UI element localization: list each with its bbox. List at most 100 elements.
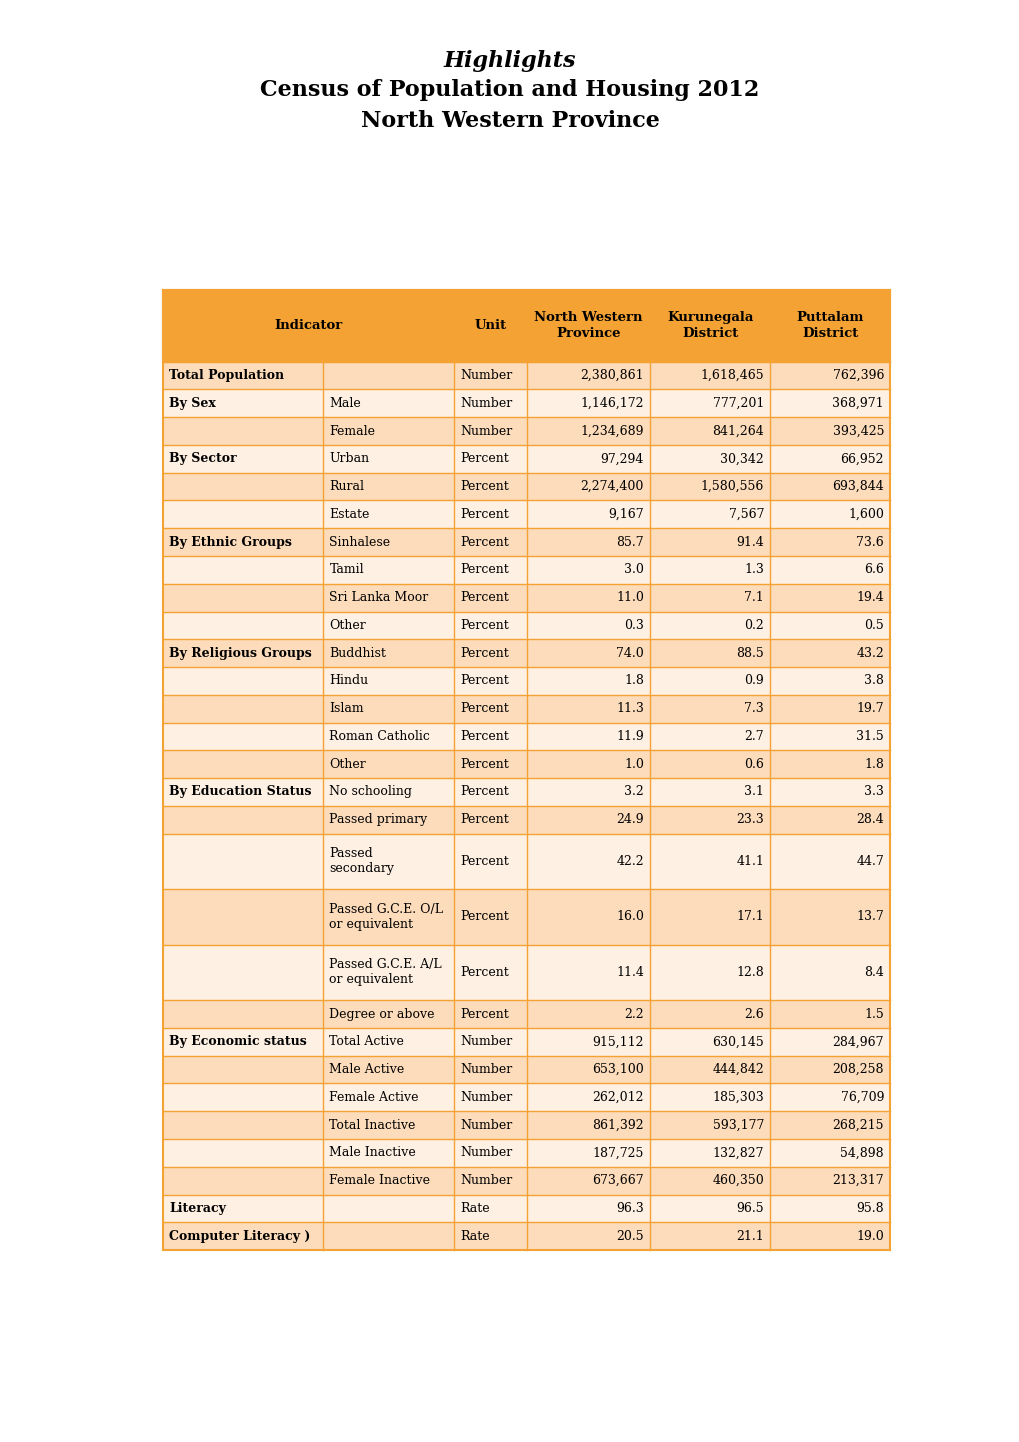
- Text: 31.5: 31.5: [855, 730, 883, 743]
- Text: 42.2: 42.2: [615, 855, 643, 868]
- Text: Percent: Percent: [460, 1008, 508, 1021]
- Text: 19.7: 19.7: [856, 702, 883, 715]
- Text: Percent: Percent: [460, 757, 508, 770]
- Text: Indicator: Indicator: [274, 319, 342, 332]
- Text: 97,294: 97,294: [600, 453, 643, 466]
- Text: Rural: Rural: [329, 480, 364, 493]
- Bar: [163, 833, 890, 890]
- Text: Percent: Percent: [460, 730, 508, 743]
- Text: 393,425: 393,425: [832, 424, 883, 437]
- Text: Percent: Percent: [460, 855, 508, 868]
- Text: Female: Female: [329, 424, 375, 437]
- Bar: [163, 1083, 890, 1112]
- Bar: [163, 779, 890, 806]
- Text: 1,580,556: 1,580,556: [700, 480, 763, 493]
- Text: By Ethnic Groups: By Ethnic Groups: [169, 535, 292, 548]
- Text: 2.7: 2.7: [744, 730, 763, 743]
- Text: 132,827: 132,827: [712, 1146, 763, 1159]
- Text: By Sex: By Sex: [169, 397, 216, 410]
- Text: Number: Number: [460, 369, 513, 382]
- Bar: [163, 1194, 890, 1223]
- Text: 11.0: 11.0: [615, 591, 643, 604]
- Text: 1.5: 1.5: [863, 1008, 883, 1021]
- Text: 74.0: 74.0: [615, 646, 643, 659]
- Text: 0.3: 0.3: [624, 619, 643, 632]
- Text: 6.6: 6.6: [863, 564, 883, 577]
- Text: 0.9: 0.9: [744, 675, 763, 688]
- Text: 762,396: 762,396: [832, 369, 883, 382]
- Text: Female Inactive: Female Inactive: [329, 1174, 430, 1187]
- Text: 460,350: 460,350: [711, 1174, 763, 1187]
- Text: Sri Lanka Moor: Sri Lanka Moor: [329, 591, 428, 604]
- Text: 24.9: 24.9: [615, 813, 643, 826]
- Text: 20.5: 20.5: [615, 1230, 643, 1243]
- Bar: [163, 890, 890, 945]
- Bar: [163, 668, 890, 695]
- Text: 43.2: 43.2: [855, 646, 883, 659]
- Text: 88.5: 88.5: [736, 646, 763, 659]
- Text: 1.0: 1.0: [624, 757, 643, 770]
- Text: 213,317: 213,317: [832, 1174, 883, 1187]
- Text: Percent: Percent: [460, 535, 508, 548]
- Text: Male Inactive: Male Inactive: [329, 1146, 416, 1159]
- Text: 11.3: 11.3: [615, 702, 643, 715]
- Text: Female Active: Female Active: [329, 1092, 419, 1105]
- Text: 73.6: 73.6: [855, 535, 883, 548]
- Text: Census of Population and Housing 2012: Census of Population and Housing 2012: [260, 79, 759, 101]
- Text: Rate: Rate: [460, 1230, 489, 1243]
- Text: Puttalam
District: Puttalam District: [796, 311, 863, 340]
- Bar: [163, 1028, 890, 1056]
- Text: Passed
secondary: Passed secondary: [329, 848, 394, 875]
- Text: 2.6: 2.6: [744, 1008, 763, 1021]
- Text: 28.4: 28.4: [855, 813, 883, 826]
- Text: 1,146,172: 1,146,172: [580, 397, 643, 410]
- Bar: [163, 1112, 890, 1139]
- Text: 54,898: 54,898: [840, 1146, 883, 1159]
- Text: 30,342: 30,342: [719, 453, 763, 466]
- Text: 16.0: 16.0: [615, 910, 643, 923]
- Bar: [163, 1056, 890, 1083]
- Text: 3.2: 3.2: [624, 786, 643, 799]
- Text: 11.4: 11.4: [615, 966, 643, 979]
- Text: Number: Number: [460, 1119, 513, 1132]
- Bar: [163, 806, 890, 833]
- Text: 3.8: 3.8: [863, 675, 883, 688]
- Text: Number: Number: [460, 1174, 513, 1187]
- Text: Other: Other: [329, 757, 366, 770]
- Text: Percent: Percent: [460, 508, 508, 521]
- Text: By Economic status: By Economic status: [169, 1035, 307, 1048]
- Text: 777,201: 777,201: [712, 397, 763, 410]
- Bar: [163, 290, 890, 362]
- Text: Male Active: Male Active: [329, 1063, 405, 1076]
- Text: By Education Status: By Education Status: [169, 786, 312, 799]
- Text: 19.4: 19.4: [855, 591, 883, 604]
- Bar: [163, 500, 890, 528]
- Text: 19.0: 19.0: [855, 1230, 883, 1243]
- Text: 3.1: 3.1: [744, 786, 763, 799]
- Text: 23.3: 23.3: [736, 813, 763, 826]
- Text: 185,303: 185,303: [711, 1092, 763, 1105]
- Text: Percent: Percent: [460, 675, 508, 688]
- Text: 7.3: 7.3: [744, 702, 763, 715]
- Text: 96.5: 96.5: [736, 1203, 763, 1216]
- Text: 1,600: 1,600: [848, 508, 883, 521]
- Text: North Western
Province: North Western Province: [534, 311, 642, 340]
- Text: 2,274,400: 2,274,400: [580, 480, 643, 493]
- Text: Percent: Percent: [460, 453, 508, 466]
- Text: 1,234,689: 1,234,689: [580, 424, 643, 437]
- Text: Kurunegala
District: Kurunegala District: [666, 311, 753, 340]
- Text: 444,842: 444,842: [711, 1063, 763, 1076]
- Bar: [163, 528, 890, 557]
- Bar: [163, 1001, 890, 1028]
- Text: Highlights: Highlights: [443, 50, 576, 72]
- Text: Estate: Estate: [329, 508, 370, 521]
- Text: 41.1: 41.1: [736, 855, 763, 868]
- Text: Percent: Percent: [460, 813, 508, 826]
- Text: 0.6: 0.6: [744, 757, 763, 770]
- Text: Total Inactive: Total Inactive: [329, 1119, 416, 1132]
- Text: 85.7: 85.7: [615, 535, 643, 548]
- Text: Sinhalese: Sinhalese: [329, 535, 390, 548]
- Text: Number: Number: [460, 1146, 513, 1159]
- Text: 1.3: 1.3: [744, 564, 763, 577]
- Bar: [163, 473, 890, 500]
